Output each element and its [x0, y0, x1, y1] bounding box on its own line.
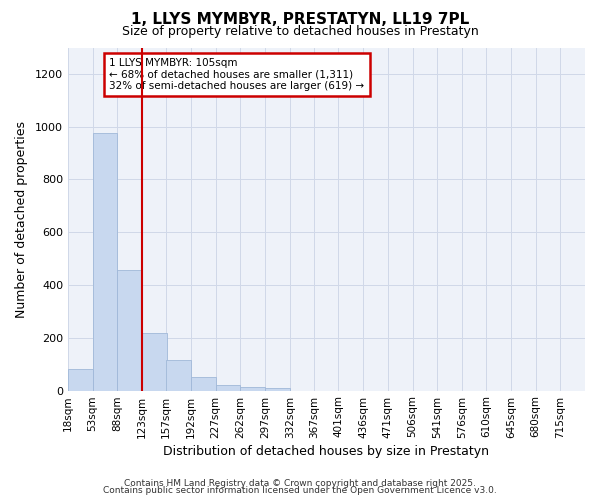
Text: Contains public sector information licensed under the Open Government Licence v3: Contains public sector information licen…: [103, 486, 497, 495]
Bar: [215, 386, 240, 390]
Y-axis label: Number of detached properties: Number of detached properties: [15, 120, 28, 318]
Text: Size of property relative to detached houses in Prestatyn: Size of property relative to detached ho…: [122, 25, 478, 38]
Bar: [118, 270, 142, 390]
Bar: [265, 388, 290, 390]
Text: 1 LLYS MYMBYR: 105sqm
← 68% of detached houses are smaller (1,311)
32% of semi-d: 1 LLYS MYMBYR: 105sqm ← 68% of detached …: [109, 58, 364, 91]
X-axis label: Distribution of detached houses by size in Prestatyn: Distribution of detached houses by size …: [163, 444, 490, 458]
Bar: [92, 134, 118, 390]
Text: Contains HM Land Registry data © Crown copyright and database right 2025.: Contains HM Land Registry data © Crown c…: [124, 478, 476, 488]
Bar: [142, 332, 167, 390]
Bar: [240, 386, 265, 390]
Bar: [166, 360, 191, 390]
Bar: [191, 378, 215, 390]
Bar: [68, 370, 92, 390]
Text: 1, LLYS MYMBYR, PRESTATYN, LL19 7PL: 1, LLYS MYMBYR, PRESTATYN, LL19 7PL: [131, 12, 469, 28]
